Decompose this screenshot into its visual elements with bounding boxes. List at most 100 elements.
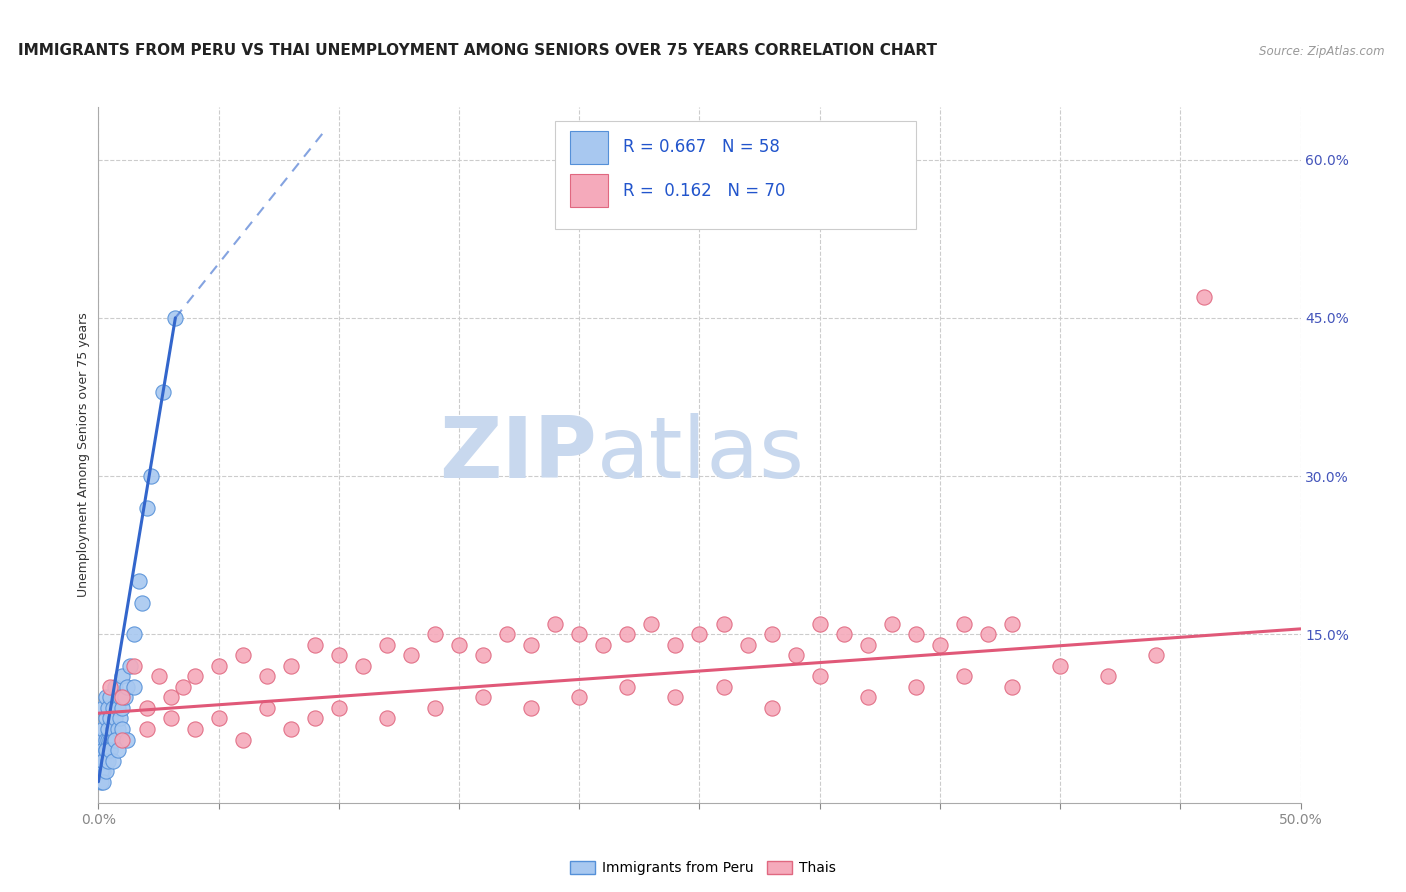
Point	[148, 669, 170, 683]
Point	[111, 701, 134, 715]
Point	[104, 732, 127, 747]
Point	[616, 627, 638, 641]
Point	[689, 627, 711, 641]
Point	[1049, 658, 1071, 673]
Point	[135, 500, 157, 515]
Point	[124, 627, 146, 641]
Point	[328, 648, 350, 663]
Point	[131, 595, 153, 609]
Point	[544, 616, 567, 631]
Point	[592, 638, 614, 652]
Point	[94, 743, 117, 757]
Point	[94, 764, 117, 779]
Point	[880, 616, 903, 631]
Point	[256, 701, 278, 715]
Point	[97, 722, 120, 736]
Point	[352, 658, 374, 673]
Point	[114, 690, 136, 705]
Point	[713, 616, 735, 631]
Point	[520, 638, 543, 652]
Point	[91, 774, 114, 789]
Point	[104, 732, 127, 747]
Point	[107, 722, 129, 736]
Point	[118, 658, 141, 673]
Point	[904, 627, 927, 641]
Point	[904, 680, 927, 694]
Point	[423, 627, 446, 641]
Point	[117, 680, 139, 694]
Point	[111, 722, 134, 736]
Point	[91, 701, 114, 715]
Point	[785, 648, 807, 663]
Point	[256, 669, 278, 683]
Point	[1097, 669, 1119, 683]
Point	[90, 764, 112, 779]
Point	[94, 690, 117, 705]
Point	[172, 680, 194, 694]
Point	[183, 669, 205, 683]
Point	[159, 690, 181, 705]
Point	[91, 754, 114, 768]
Point	[953, 669, 976, 683]
Point	[111, 669, 134, 683]
Point	[616, 680, 638, 694]
Point	[328, 701, 350, 715]
Point	[108, 711, 131, 725]
Bar	[569, 131, 609, 164]
Point	[280, 658, 302, 673]
Point	[97, 701, 120, 715]
Point	[111, 690, 134, 705]
Point	[97, 754, 120, 768]
Point	[100, 732, 122, 747]
Point	[713, 680, 735, 694]
Point	[107, 743, 129, 757]
Point	[304, 638, 326, 652]
Point	[856, 638, 879, 652]
Point	[94, 711, 117, 725]
Point	[232, 732, 254, 747]
Point	[1001, 616, 1024, 631]
Point	[761, 701, 783, 715]
Point	[183, 722, 205, 736]
Point	[111, 732, 134, 747]
Text: Source: ZipAtlas.com: Source: ZipAtlas.com	[1260, 45, 1385, 58]
Point	[90, 754, 112, 768]
Point	[761, 627, 783, 641]
Text: atlas: atlas	[598, 413, 806, 497]
Point	[91, 754, 114, 768]
Point	[124, 658, 146, 673]
Point	[90, 764, 112, 779]
Point	[977, 627, 1000, 641]
Text: R = 0.667   N = 58: R = 0.667 N = 58	[623, 138, 779, 156]
Point	[97, 732, 120, 747]
Point	[135, 722, 157, 736]
Point	[280, 722, 302, 736]
Point	[91, 743, 114, 757]
Point	[496, 627, 519, 641]
FancyBboxPatch shape	[555, 121, 915, 229]
Point	[117, 732, 139, 747]
Point	[101, 722, 124, 736]
Point	[664, 690, 686, 705]
Point	[832, 627, 855, 641]
Point	[953, 616, 976, 631]
Point	[399, 648, 422, 663]
Text: IMMIGRANTS FROM PERU VS THAI UNEMPLOYMENT AMONG SENIORS OVER 75 YEARS CORRELATIO: IMMIGRANTS FROM PERU VS THAI UNEMPLOYMEN…	[18, 43, 938, 58]
Point	[94, 743, 117, 757]
Point	[97, 743, 120, 757]
Point	[90, 774, 112, 789]
Text: R =  0.162   N = 70: R = 0.162 N = 70	[623, 182, 785, 200]
Text: ZIP: ZIP	[440, 413, 598, 497]
Y-axis label: Unemployment Among Seniors over 75 years: Unemployment Among Seniors over 75 years	[77, 312, 90, 598]
Point	[100, 690, 122, 705]
Legend: Immigrants from Peru, Thais: Immigrants from Peru, Thais	[564, 855, 842, 880]
Point	[165, 310, 187, 325]
Point	[124, 680, 146, 694]
Point	[447, 638, 470, 652]
Point	[152, 384, 174, 399]
Point	[520, 701, 543, 715]
Point	[104, 680, 127, 694]
Point	[928, 638, 950, 652]
Point	[856, 690, 879, 705]
Point	[101, 701, 124, 715]
